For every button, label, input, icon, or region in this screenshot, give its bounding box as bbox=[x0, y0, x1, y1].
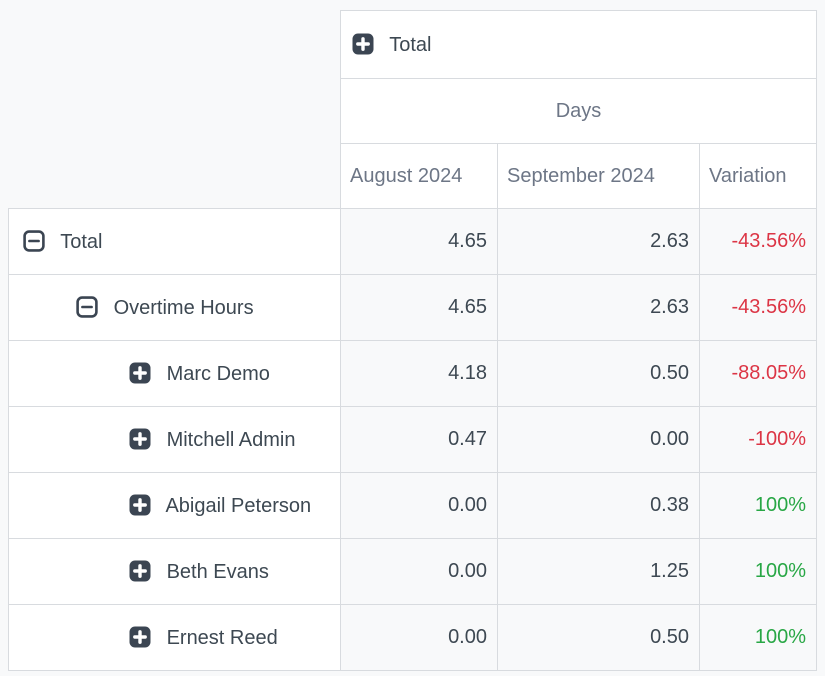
expand-column-icon[interactable] bbox=[352, 33, 389, 56]
measure-header-days[interactable]: Days bbox=[340, 78, 817, 144]
row-header-total[interactable]: Total bbox=[8, 208, 341, 275]
value-cell: 0.00 bbox=[340, 538, 498, 605]
variation-cell: 100% bbox=[699, 538, 817, 605]
table-row: Ernest Reed 0.00 0.50 100% bbox=[8, 604, 817, 671]
variation-cell: -88.05% bbox=[699, 340, 817, 407]
pivot-body: Total 4.65 2.63 -43.56% Overtime Hours 4… bbox=[8, 208, 817, 671]
value-cell: 4.18 bbox=[340, 340, 498, 407]
value-cell: 1.25 bbox=[497, 538, 700, 605]
corner-spacer bbox=[9, 11, 341, 79]
column-group-label: Total bbox=[389, 33, 432, 56]
pivot-column-headers: Total Days August 2024 September 2024 Va… bbox=[9, 10, 817, 209]
expand-row-icon[interactable] bbox=[129, 362, 167, 385]
collapse-row-icon[interactable] bbox=[76, 295, 114, 319]
value-cell: 2.63 bbox=[497, 208, 700, 275]
value-cell: 4.65 bbox=[340, 274, 498, 341]
variation-cell: 100% bbox=[699, 604, 817, 671]
expand-row-icon[interactable] bbox=[129, 494, 165, 517]
row-label: Abigail Peterson bbox=[165, 494, 312, 517]
variation-cell: -100% bbox=[699, 406, 817, 473]
row-header-marc-demo[interactable]: Marc Demo bbox=[8, 340, 341, 407]
row-header-abigail-peterson[interactable]: Abigail Peterson bbox=[8, 472, 341, 539]
row-label: Beth Evans bbox=[166, 560, 269, 583]
value-cell: 0.00 bbox=[340, 472, 498, 539]
column-header-total[interactable]: Total bbox=[340, 10, 817, 79]
table-row: Overtime Hours 4.65 2.63 -43.56% bbox=[8, 274, 817, 341]
pivot-table: Total Days August 2024 September 2024 Va… bbox=[8, 10, 817, 671]
value-cell: 0.38 bbox=[497, 472, 700, 539]
value-cell: 4.65 bbox=[340, 208, 498, 275]
row-label: Marc Demo bbox=[166, 362, 270, 385]
value-cell: 0.00 bbox=[497, 406, 700, 473]
variation-cell: -43.56% bbox=[699, 274, 817, 341]
row-header-mitchell-admin[interactable]: Mitchell Admin bbox=[8, 406, 341, 473]
value-cell: 2.63 bbox=[497, 274, 700, 341]
row-label: Overtime Hours bbox=[113, 296, 254, 319]
row-label: Ernest Reed bbox=[166, 626, 278, 649]
row-label: Total bbox=[60, 230, 103, 253]
value-cell: 0.50 bbox=[497, 340, 700, 407]
value-cell: 0.47 bbox=[340, 406, 498, 473]
corner-spacer bbox=[9, 144, 341, 209]
corner-spacer bbox=[9, 79, 341, 144]
table-row: Total 4.65 2.63 -43.56% bbox=[8, 208, 817, 275]
expand-row-icon[interactable] bbox=[129, 626, 167, 649]
row-header-ernest-reed[interactable]: Ernest Reed bbox=[8, 604, 341, 671]
table-row: Abigail Peterson 0.00 0.38 100% bbox=[8, 472, 817, 539]
collapse-row-icon[interactable] bbox=[23, 229, 60, 253]
column-header-variation[interactable]: Variation bbox=[699, 143, 817, 209]
column-group-row: Total bbox=[9, 10, 817, 79]
measure-row: Days bbox=[9, 78, 817, 144]
expand-row-icon[interactable] bbox=[129, 560, 167, 583]
column-header-august-2024[interactable]: August 2024 bbox=[340, 143, 498, 209]
table-row: Beth Evans 0.00 1.25 100% bbox=[8, 538, 817, 605]
column-header-september-2024[interactable]: September 2024 bbox=[497, 143, 700, 209]
row-header-beth-evans[interactable]: Beth Evans bbox=[8, 538, 341, 605]
row-header-overtime-hours[interactable]: Overtime Hours bbox=[8, 274, 341, 341]
value-cell: 0.00 bbox=[340, 604, 498, 671]
column-labels-row: August 2024 September 2024 Variation bbox=[9, 143, 817, 209]
table-row: Marc Demo 4.18 0.50 -88.05% bbox=[8, 340, 817, 407]
value-cell: 0.50 bbox=[497, 604, 700, 671]
expand-row-icon[interactable] bbox=[129, 428, 167, 451]
variation-cell: -43.56% bbox=[699, 208, 817, 275]
variation-cell: 100% bbox=[699, 472, 817, 539]
table-row: Mitchell Admin 0.47 0.00 -100% bbox=[8, 406, 817, 473]
row-label: Mitchell Admin bbox=[166, 428, 296, 451]
